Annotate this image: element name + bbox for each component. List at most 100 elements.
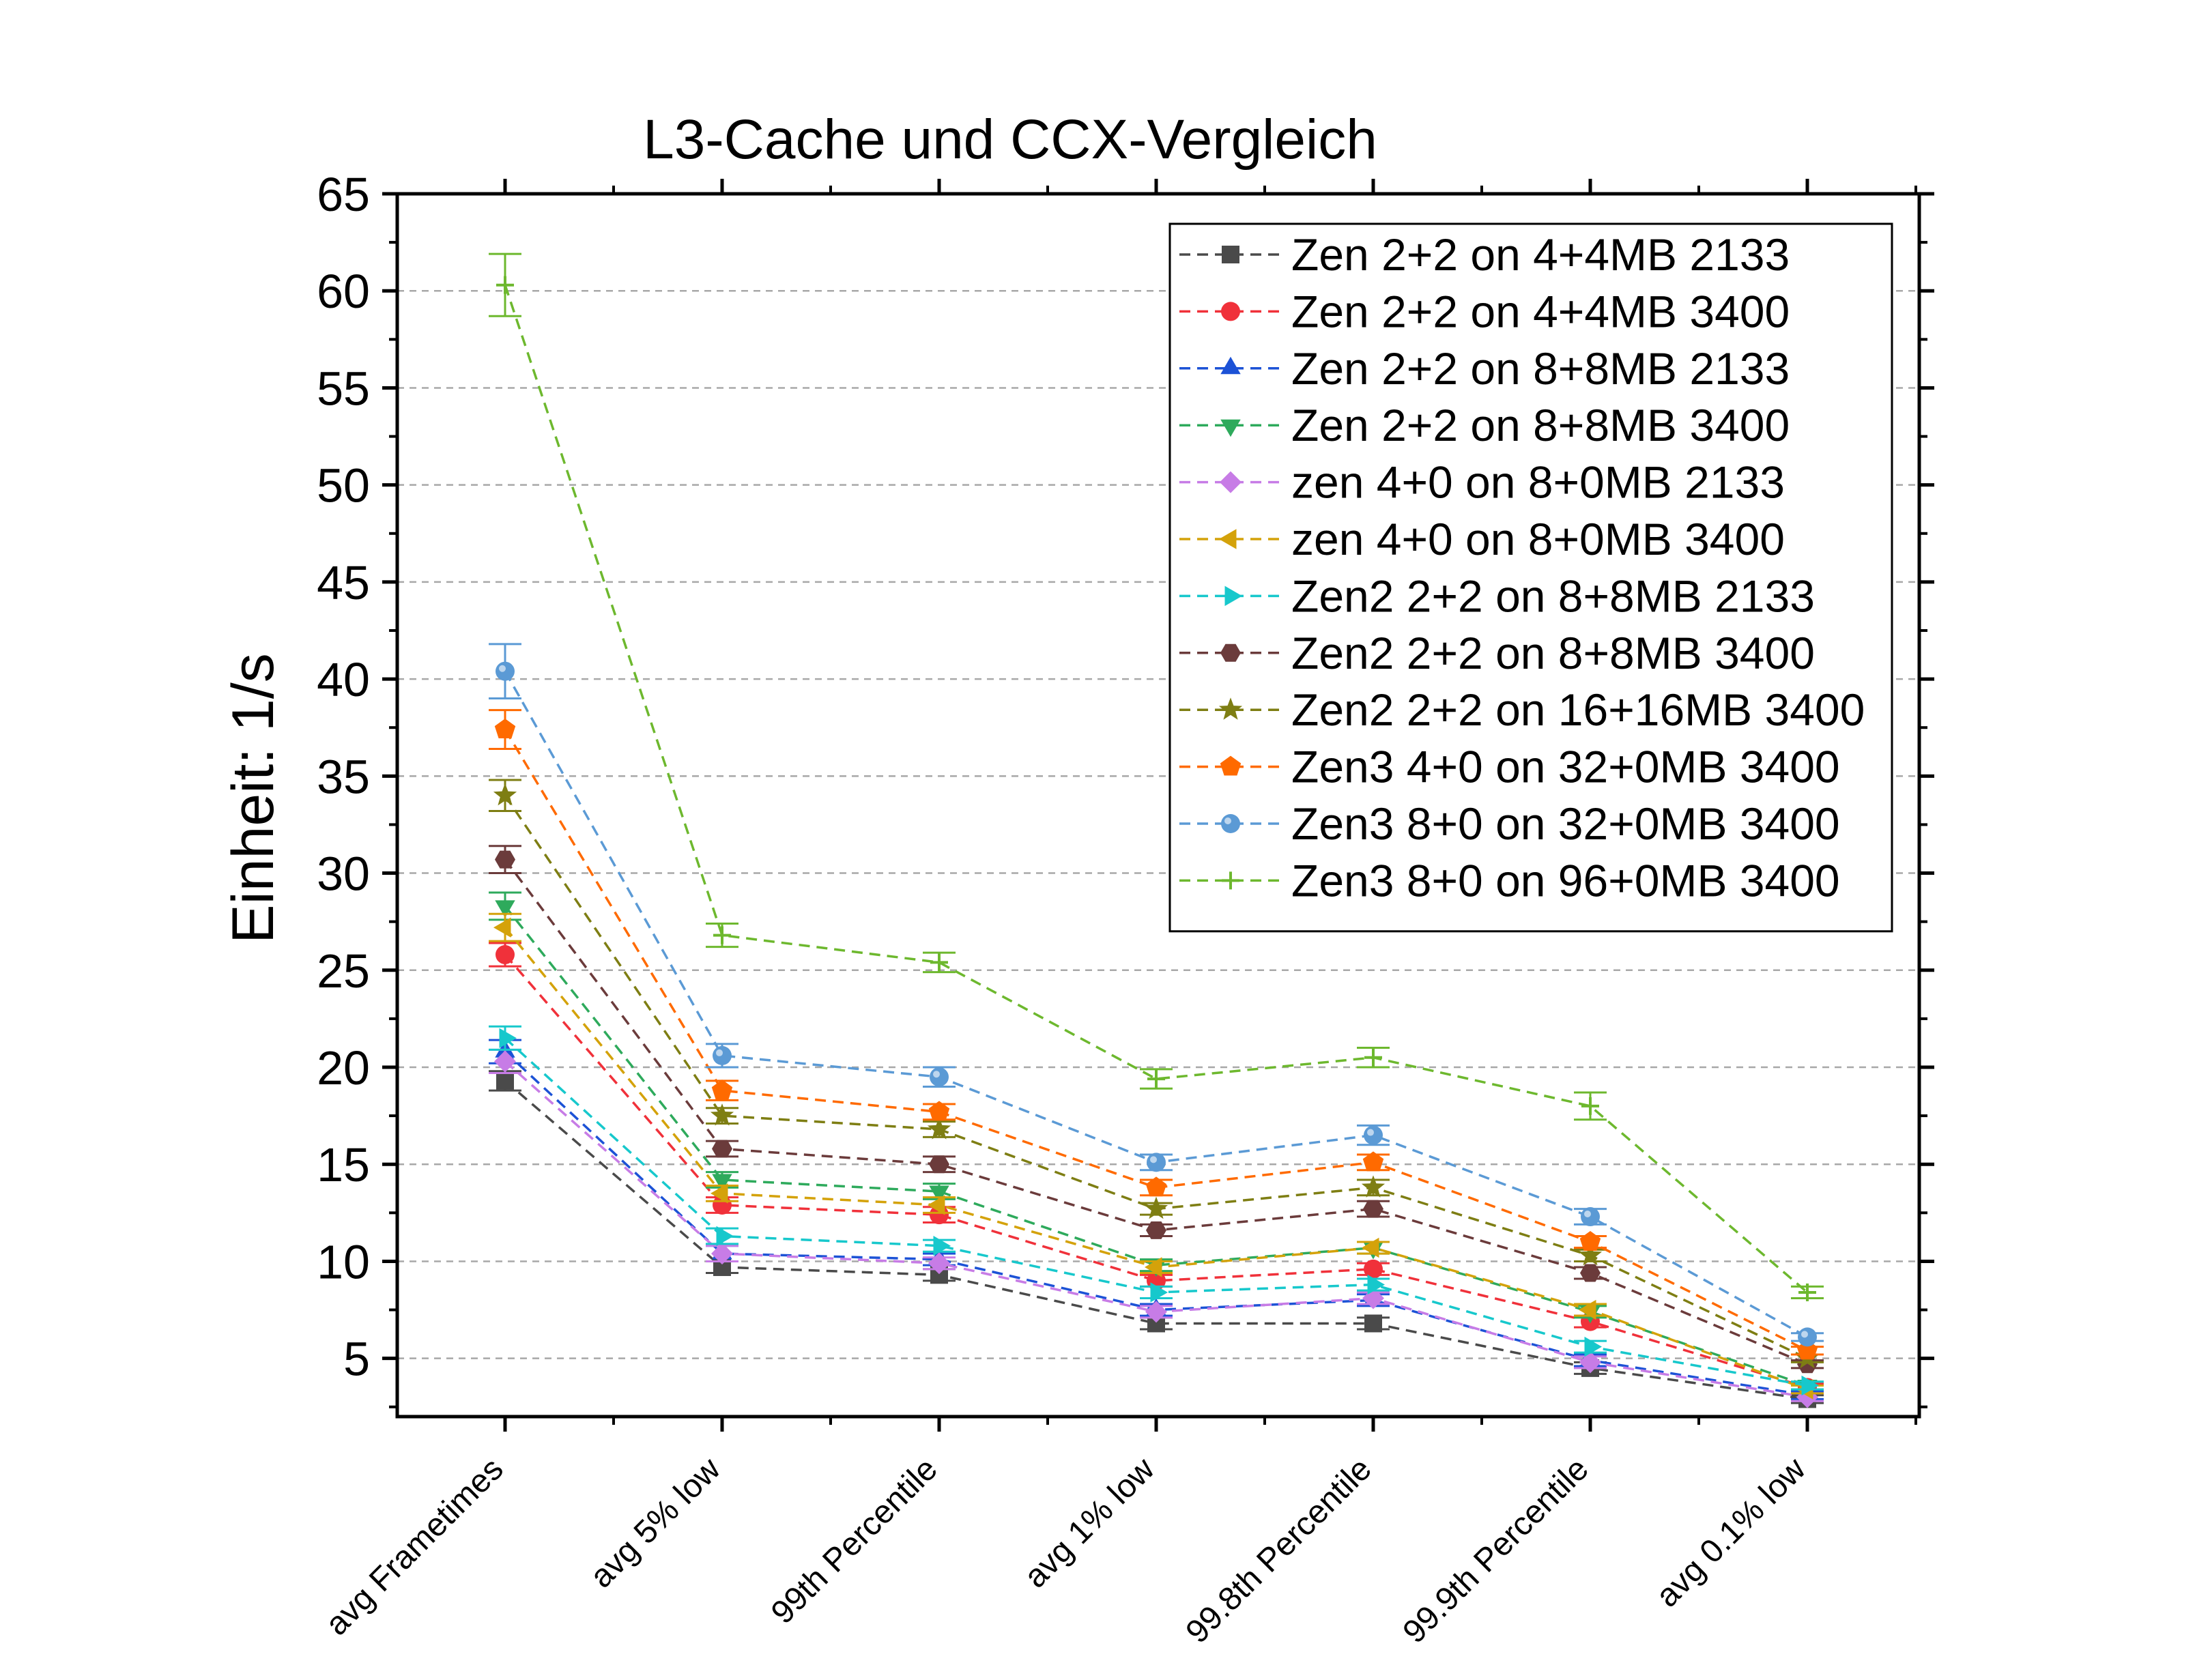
series xyxy=(489,1025,1824,1396)
data-point xyxy=(1364,1259,1383,1279)
data-point xyxy=(711,1080,733,1100)
y-tick-label: 15 xyxy=(317,1138,370,1191)
data-point xyxy=(496,1071,514,1090)
data-point xyxy=(493,783,517,806)
data-point xyxy=(710,1103,734,1126)
legend-label: Zen 2+2 on 4+4MB 3400 xyxy=(1291,286,1790,336)
series xyxy=(489,643,1824,1347)
y-tick-label: 25 xyxy=(317,944,370,998)
data-point xyxy=(1145,1176,1167,1197)
legend-swatch-marker-highlight xyxy=(1224,817,1231,824)
data-point xyxy=(713,1045,732,1065)
data-point xyxy=(494,1050,516,1073)
data-point xyxy=(493,917,511,938)
data-point xyxy=(1361,1175,1386,1198)
legend-swatch-marker xyxy=(1222,246,1239,263)
legend-swatch-marker xyxy=(1224,585,1242,607)
y-tick-label: 30 xyxy=(317,848,370,901)
data-point xyxy=(1364,1125,1383,1145)
chart-title: L3-Cache und CCX-Vergleich xyxy=(643,108,1377,171)
data-point xyxy=(711,1243,733,1265)
data-point xyxy=(712,1140,732,1158)
legend-label: Zen2 2+2 on 8+8MB 2133 xyxy=(1291,570,1815,621)
data-point-highlight xyxy=(716,1049,723,1056)
legend-entry: Zen 2+2 on 8+8MB 3400 xyxy=(1179,400,1790,450)
data-point xyxy=(499,1028,517,1049)
data-point xyxy=(1363,1200,1383,1218)
data-point xyxy=(1367,1274,1385,1295)
legend-entry: Zen 2+2 on 8+8MB 2133 xyxy=(1179,343,1790,394)
data-point xyxy=(928,1252,950,1275)
series xyxy=(489,252,1824,1301)
data-point xyxy=(933,1235,951,1256)
data-point xyxy=(930,1067,949,1087)
legend-entry: Zen2 2+2 on 16+16MB 3400 xyxy=(1179,684,1865,735)
legend-swatch-marker xyxy=(1221,302,1240,321)
series xyxy=(489,912,1824,1400)
data-point xyxy=(1579,1299,1596,1320)
legend-swatch-marker xyxy=(1220,419,1241,437)
data-point xyxy=(1362,1237,1379,1258)
data-point xyxy=(712,1174,732,1191)
data-point-highlight xyxy=(1584,1211,1591,1218)
legend-box xyxy=(1168,222,1893,933)
y-tick-label: 45 xyxy=(317,556,370,609)
legend-label: Zen2 2+2 on 16+16MB 3400 xyxy=(1291,684,1865,735)
data-point xyxy=(1584,1336,1602,1357)
data-point-highlight xyxy=(1367,1129,1374,1136)
series-layer xyxy=(489,252,1824,1408)
data-point xyxy=(1144,1196,1168,1219)
legend-swatch-marker xyxy=(1220,755,1242,776)
data-point xyxy=(1579,1351,1601,1374)
data-point-highlight xyxy=(933,1071,940,1078)
data-point xyxy=(1580,1264,1601,1282)
legend-swatch-marker xyxy=(1219,529,1237,549)
legend-entry: zen 4+0 on 8+0MB 3400 xyxy=(1179,514,1785,564)
legend-label: zen 4+0 on 8+0MB 2133 xyxy=(1291,457,1785,508)
y-tick-label: 40 xyxy=(317,653,370,706)
legend-label: Zen2 2+2 on 8+8MB 3400 xyxy=(1291,628,1815,678)
data-point xyxy=(711,1183,728,1204)
y-tick-label: 60 xyxy=(317,265,370,318)
legend-entry: Zen2 2+2 on 8+8MB 3400 xyxy=(1179,628,1815,678)
legend-entry: Zen 2+2 on 4+4MB 3400 xyxy=(1179,286,1790,336)
plot-frame xyxy=(395,192,1921,1419)
data-point xyxy=(716,1226,734,1247)
legend: Zen 2+2 on 4+4MB 2133 Zen 2+2 on 4+4MB 34… xyxy=(1168,222,1893,933)
legend-swatch-marker xyxy=(1220,356,1241,375)
y-tick-label: 10 xyxy=(317,1235,370,1288)
y-tick-label: 35 xyxy=(317,750,370,803)
data-point xyxy=(1147,1153,1166,1172)
data-point xyxy=(496,945,515,965)
legend-label: Zen 2+2 on 8+8MB 3400 xyxy=(1291,400,1790,450)
data-point xyxy=(929,1155,949,1174)
data-point xyxy=(928,1195,945,1215)
legend-entry: Zen2 2+2 on 8+8MB 2133 xyxy=(1179,570,1815,621)
legend-label: Zen3 4+0 on 32+0MB 3400 xyxy=(1291,742,1840,792)
data-point xyxy=(927,1117,951,1140)
y-axis-label: Einheit: 1/s xyxy=(220,653,286,943)
legend-swatch-marker xyxy=(1220,471,1242,493)
legend-label: Zen3 8+0 on 96+0MB 3400 xyxy=(1291,855,1840,906)
legend-swatch-marker xyxy=(1218,697,1243,720)
legend-label: Zen3 8+0 on 32+0MB 3400 xyxy=(1291,798,1840,849)
y-tick-label: 50 xyxy=(317,459,370,512)
data-point-highlight xyxy=(1801,1331,1808,1338)
data-point xyxy=(1362,1151,1384,1172)
data-point xyxy=(1581,1207,1600,1227)
data-point xyxy=(929,1185,949,1204)
data-point xyxy=(1798,1327,1817,1347)
data-point xyxy=(928,1101,950,1121)
data-point-highlight xyxy=(499,665,506,672)
legend-entry: Zen 2+2 on 4+4MB 2133 xyxy=(1179,229,1790,280)
legend-entry: Zen3 8+0 on 96+0MB 3400 xyxy=(1179,855,1840,906)
data-point xyxy=(494,719,516,739)
legend-label: Zen 2+2 on 8+8MB 2133 xyxy=(1291,343,1790,394)
series xyxy=(489,709,1824,1360)
legend-label: Zen 2+2 on 4+4MB 2133 xyxy=(1291,229,1790,280)
data-point xyxy=(1364,1314,1382,1333)
data-point xyxy=(1150,1282,1168,1303)
y-tick-label: 65 xyxy=(317,168,370,221)
data-point xyxy=(495,850,515,869)
